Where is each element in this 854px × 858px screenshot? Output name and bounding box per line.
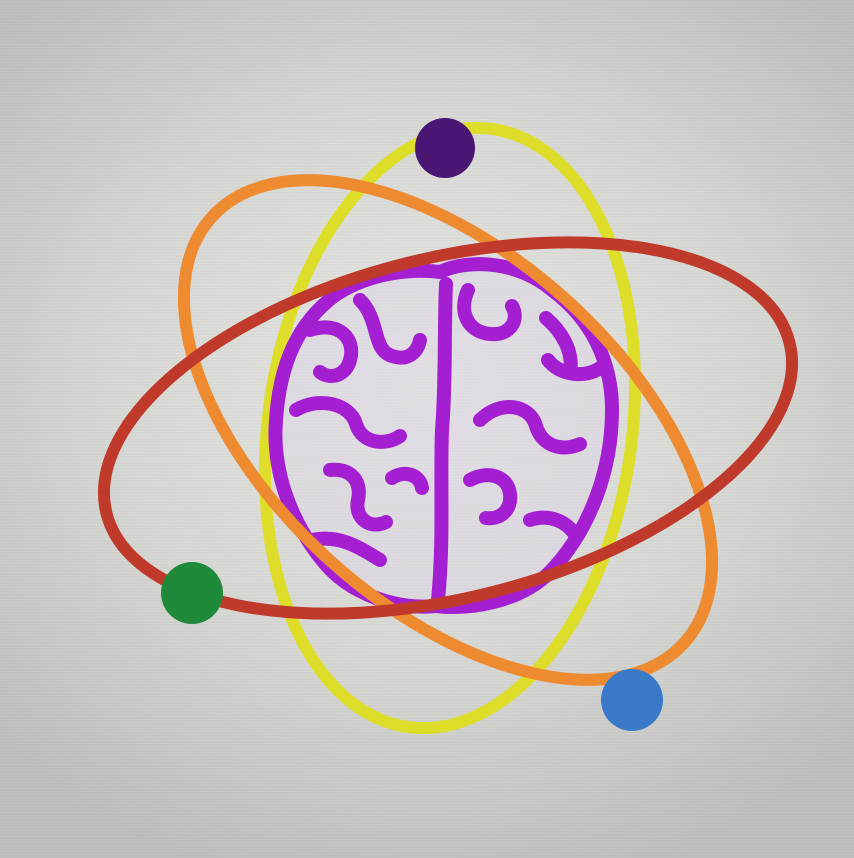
electron-purple [415, 118, 475, 178]
electron-green [161, 562, 223, 624]
electron-blue [601, 669, 663, 731]
